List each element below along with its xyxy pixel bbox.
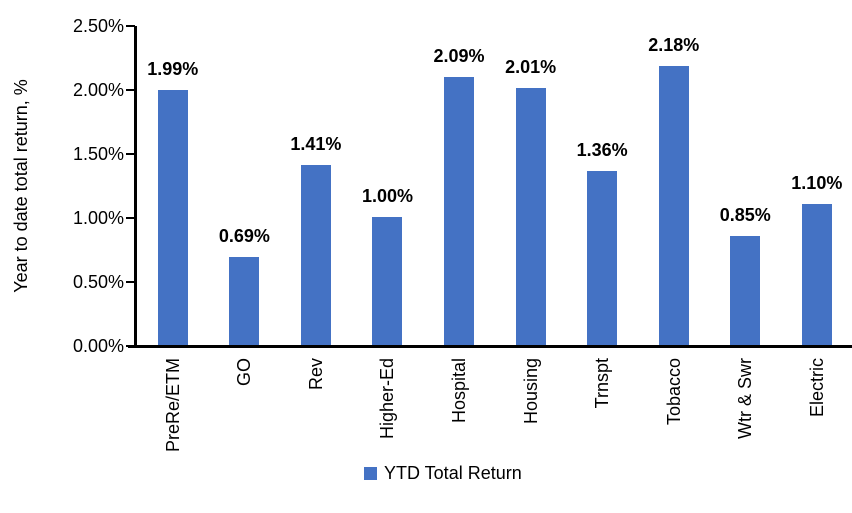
y-tick-label: 2.50% bbox=[72, 16, 124, 36]
bar-higher-ed bbox=[372, 217, 403, 345]
bar-rev bbox=[300, 165, 331, 345]
x-axis-label-prere-etm: PreRe/ETM bbox=[162, 358, 183, 453]
y-axis-title: Year to date total return, % bbox=[11, 79, 31, 293]
bar-electric bbox=[801, 204, 832, 345]
bar-hospital bbox=[444, 77, 475, 345]
bar-value-label: 1.99% bbox=[147, 59, 199, 79]
x-axis-label-electric: Electric bbox=[806, 358, 827, 418]
legend-swatch-icon bbox=[364, 466, 377, 480]
bar-value-label: 1.36% bbox=[576, 140, 628, 160]
y-tick-label: 0.00% bbox=[72, 336, 124, 356]
bar-housing bbox=[515, 88, 546, 345]
bar-value-label: 1.10% bbox=[791, 173, 843, 193]
bar-value-label: 2.09% bbox=[433, 46, 485, 66]
legend: YTD Total Return bbox=[364, 462, 522, 484]
x-axis-label-rev: Rev bbox=[305, 358, 326, 391]
x-axis-label-tobacco: Tobacco bbox=[663, 358, 684, 426]
y-tick-mark bbox=[126, 217, 135, 219]
x-axis-label-wtr-swr: Wtr & Swr bbox=[735, 358, 756, 439]
y-tick-mark bbox=[126, 89, 135, 91]
y-tick-mark bbox=[126, 153, 135, 155]
y-tick-label: 2.00% bbox=[72, 80, 124, 100]
y-tick-label: 1.50% bbox=[72, 144, 124, 164]
x-axis-label-housing: Housing bbox=[520, 358, 541, 425]
bar-value-label: 1.41% bbox=[290, 134, 342, 154]
y-tick-mark bbox=[126, 281, 135, 283]
x-axis-label-trnspt: Trnspt bbox=[592, 358, 613, 409]
bar-wtr-swr bbox=[730, 236, 761, 345]
bar-value-label: 0.69% bbox=[218, 226, 270, 246]
bar-tobacco bbox=[658, 66, 689, 345]
bar-value-label: 2.18% bbox=[648, 35, 700, 55]
y-tick-label: 1.00% bbox=[72, 208, 124, 228]
x-axis-label-hospital: Hospital bbox=[449, 358, 470, 424]
bar-go bbox=[229, 257, 260, 345]
bar-value-label: 1.00% bbox=[361, 186, 413, 206]
y-tick-mark bbox=[126, 25, 135, 27]
y-tick-label: 0.50% bbox=[72, 272, 124, 292]
bar-value-label: 0.85% bbox=[719, 205, 771, 225]
bar-prere-etm bbox=[157, 90, 188, 345]
x-axis-label-higher-ed: Higher-Ed bbox=[377, 358, 398, 440]
y-tick-mark bbox=[126, 345, 135, 347]
legend-label: YTD Total Return bbox=[384, 463, 522, 483]
x-axis-label-go: GO bbox=[234, 358, 255, 387]
x-axis-line bbox=[128, 345, 852, 348]
bar-trnspt bbox=[587, 171, 618, 345]
y-axis-line bbox=[134, 26, 137, 348]
bar-value-label: 2.01% bbox=[505, 57, 557, 77]
